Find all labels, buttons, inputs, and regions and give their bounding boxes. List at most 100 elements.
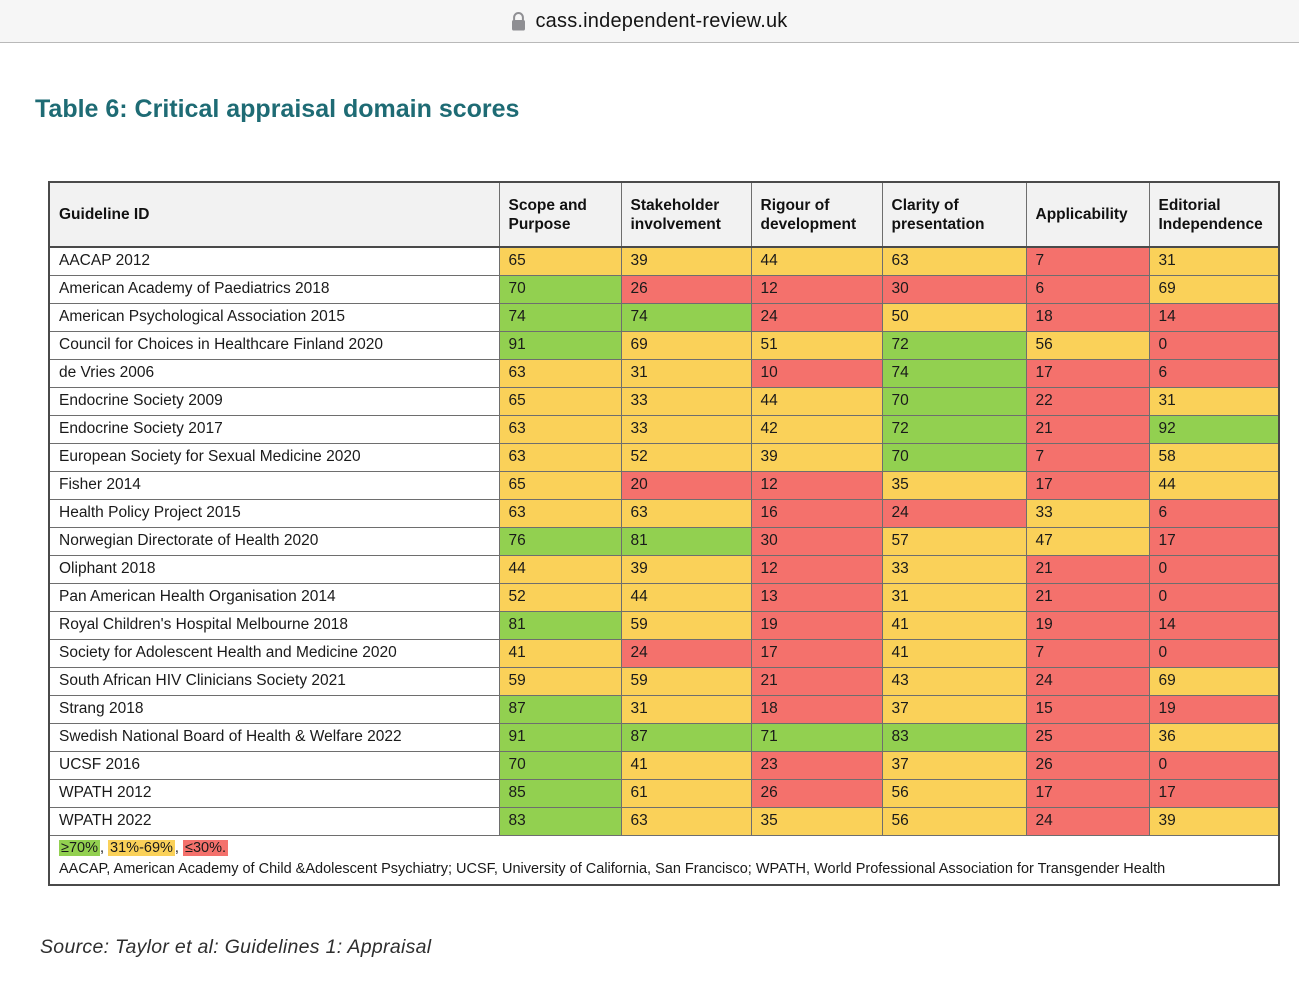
score-cell: 26	[620, 274, 752, 304]
score-cell: 70	[881, 442, 1027, 472]
score-cell: 39	[750, 442, 883, 472]
score-cell: 0	[1148, 638, 1280, 668]
table-row: Health Policy Project 2015 63 63 16 24 33 6	[48, 498, 1280, 528]
score-cell: 35	[881, 470, 1027, 500]
score-cell: 69	[1148, 666, 1280, 696]
header-row: Guideline ID Scope and Purpose Stakeholder…	[48, 181, 1280, 248]
score-cell: 7	[1025, 442, 1150, 472]
score-cell: 61	[620, 778, 752, 808]
score-cell: 47	[1025, 526, 1150, 556]
score-cell: 83	[881, 722, 1027, 752]
score-cell: 71	[750, 722, 883, 752]
score-cell: 0	[1148, 330, 1280, 360]
score-cell: 21	[750, 666, 883, 696]
score-cell: 33	[881, 554, 1027, 584]
score-cell: 63	[620, 498, 752, 528]
score-cell: 63	[498, 498, 622, 528]
guideline-id-cell: European Society for Sexual Medicine 202…	[48, 442, 500, 472]
score-cell: 52	[620, 442, 752, 472]
score-cell: 19	[750, 610, 883, 640]
score-cell: 65	[498, 246, 622, 276]
score-cell: 18	[1025, 302, 1150, 332]
score-cell: 6	[1025, 274, 1150, 304]
score-cell: 7	[1025, 246, 1150, 276]
guideline-id-cell: WPATH 2022	[48, 806, 500, 836]
column-header: Scope and Purpose	[498, 181, 622, 248]
score-cell: 13	[750, 582, 883, 612]
column-header: Clarity of presentation	[881, 181, 1027, 248]
score-cell: 69	[620, 330, 752, 360]
guideline-id-cell: American Academy of Paediatrics 2018	[48, 274, 500, 304]
score-cell: 17	[1148, 778, 1280, 808]
score-cell: 19	[1148, 694, 1280, 724]
score-cell: 59	[620, 610, 752, 640]
score-cell: 17	[750, 638, 883, 668]
guideline-id-cell: Pan American Health Organisation 2014	[48, 582, 500, 612]
score-cell: 21	[1025, 414, 1150, 444]
legend-chip-mid: 31%-69%	[108, 839, 175, 856]
score-cell: 87	[498, 694, 622, 724]
table-row: American Psychological Association 2015 7…	[48, 302, 1280, 332]
score-cell: 41	[498, 638, 622, 668]
guideline-id-cell: Norwegian Directorate of Health 2020	[48, 526, 500, 556]
guideline-id-cell: Royal Children's Hospital Melbourne 2018	[48, 610, 500, 640]
table-row: Norwegian Directorate of Health 2020 76 81…	[48, 526, 1280, 556]
score-cell: 58	[1148, 442, 1280, 472]
score-cell: 30	[881, 274, 1027, 304]
score-cell: 33	[620, 414, 752, 444]
score-cell: 31	[881, 582, 1027, 612]
score-cell: 17	[1025, 778, 1150, 808]
score-cell: 14	[1148, 610, 1280, 640]
score-cell: 44	[498, 554, 622, 584]
score-cell: 25	[1025, 722, 1150, 752]
score-cell: 12	[750, 274, 883, 304]
guideline-id-cell: Fisher 2014	[48, 470, 500, 500]
score-cell: 63	[498, 414, 622, 444]
url-text: cass.independent-review.uk	[535, 9, 788, 32]
score-cell: 59	[620, 666, 752, 696]
score-cell: 42	[750, 414, 883, 444]
score-cell: 87	[620, 722, 752, 752]
score-cell: 31	[620, 358, 752, 388]
score-cell: 20	[620, 470, 752, 500]
score-cell: 7	[1025, 638, 1150, 668]
score-cell: 36	[1148, 722, 1280, 752]
score-cell: 26	[750, 778, 883, 808]
guideline-id-cell: UCSF 2016	[48, 750, 500, 780]
table-row: Endocrine Society 2009 65 33 44 70 22 31	[48, 386, 1280, 416]
score-cell: 15	[1025, 694, 1150, 724]
score-cell: 76	[498, 526, 622, 556]
score-cell: 21	[1025, 582, 1150, 612]
score-cell: 63	[498, 358, 622, 388]
score-cell: 24	[1025, 666, 1150, 696]
score-cell: 81	[498, 610, 622, 640]
legend-cell: ≥70%, 31%-69%, ≤30%. AACAP, American Aca…	[48, 834, 1280, 885]
score-cell: 26	[1025, 750, 1150, 780]
table-row: Council for Choices in Healthcare Finlan…	[48, 330, 1280, 360]
guideline-id-cell: Oliphant 2018	[48, 554, 500, 584]
score-cell: 65	[498, 470, 622, 500]
table-row: Pan American Health Organisation 2014 52 4…	[48, 582, 1280, 612]
guideline-id-cell: Health Policy Project 2015	[48, 498, 500, 528]
score-cell: 85	[498, 778, 622, 808]
score-cell: 52	[498, 582, 622, 612]
table-row: American Academy of Paediatrics 2018 70 26…	[48, 274, 1280, 304]
score-cell: 14	[1148, 302, 1280, 332]
guideline-id-cell: Endocrine Society 2009	[48, 386, 500, 416]
score-cell: 33	[620, 386, 752, 416]
score-cell: 21	[1025, 554, 1150, 584]
guideline-id-cell: WPATH 2012	[48, 778, 500, 808]
score-cell: 17	[1025, 470, 1150, 500]
score-cell: 57	[881, 526, 1027, 556]
browser-address-bar[interactable]: cass.independent-review.uk	[0, 0, 1299, 43]
table-row: WPATH 2022 83 63 35 56 24 39	[48, 806, 1280, 836]
score-cell: 6	[1148, 358, 1280, 388]
score-cell: 44	[1148, 470, 1280, 500]
table-row: WPATH 2012 85 61 26 56 17 17	[48, 778, 1280, 808]
table-row: Swedish National Board of Health & Welfa…	[48, 722, 1280, 752]
column-header: Editorial Independence	[1148, 181, 1280, 248]
score-cell: 31	[1148, 386, 1280, 416]
column-header: Stakeholder involvement	[620, 181, 752, 248]
table-row: Fisher 2014 65 20 12 35 17 44	[48, 470, 1280, 500]
score-cell: 17	[1148, 526, 1280, 556]
